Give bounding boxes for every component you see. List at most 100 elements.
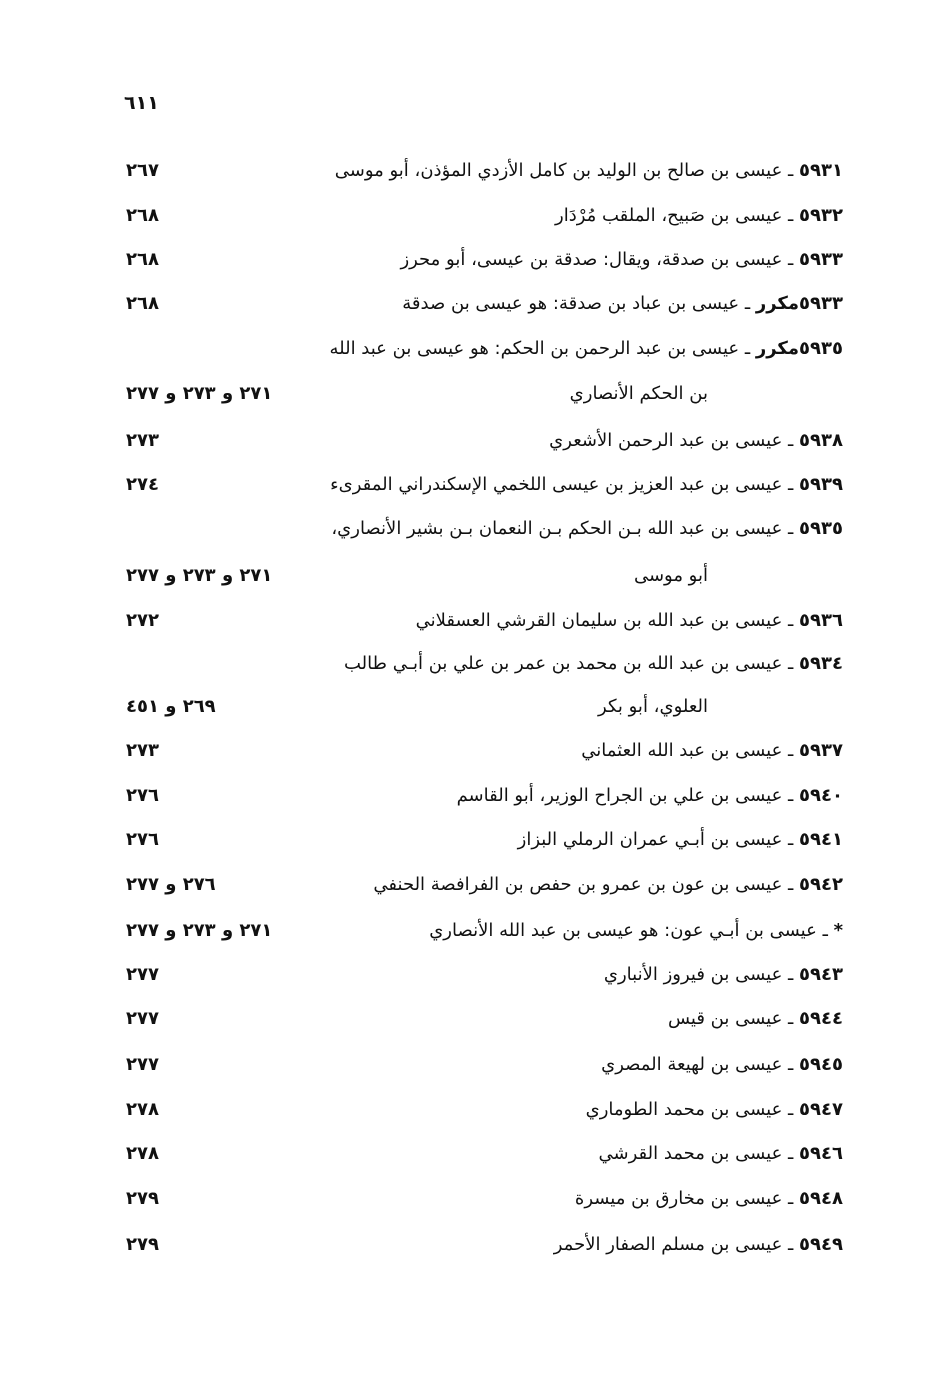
entry-text: ٥٩٤٨ ـ عيسى بن مخارق بن ميسرة xyxy=(575,1188,843,1209)
page-reference: ٢٦٨ xyxy=(126,205,159,226)
entry-name: ـ عيسى بن عبد الله بن سليمان القرشي العس… xyxy=(415,610,800,631)
entry-number: ٥٩٣٦ xyxy=(799,610,843,631)
entry-text: ٥٩٣٢ ـ عيسى بن صَبيح، الملقب مُرْدَار xyxy=(555,205,843,226)
entry-name: ـ عيسى بن صَبيح، الملقب مُرْدَار xyxy=(555,205,800,226)
page-reference: ٢٧٩ xyxy=(126,1234,159,1255)
entry-text: ٥٩٣١ ـ عيسى بن صالح بن الوليد بن كامل ال… xyxy=(335,160,843,181)
page-reference: ٢٧٧ xyxy=(126,964,159,985)
page-reference: ٢٧٨ xyxy=(126,1099,159,1120)
entry-name: ـ عيسى بن أبـي عمران الرملي البزاز xyxy=(517,829,800,850)
entry-number: ٥٩٤٢ xyxy=(799,874,843,895)
entry-number: ٥٩٤١ xyxy=(799,829,843,850)
page-reference: ٢٧١ و ٢٧٣ و ٢٧٧ xyxy=(126,920,273,941)
entry-text: ٥٩٤٥ ـ عيسى بن لهيعة المصري xyxy=(601,1054,843,1075)
page-reference: ٢٧٨ xyxy=(126,1143,159,1164)
page-reference: ٢٧٣ xyxy=(126,740,159,761)
entry-text: ٥٩٣٨ ـ عيسى بن عبد الرحمن الأشعري xyxy=(549,430,843,451)
entry-text: ٥٩٤٧ ـ عيسى بن محمد الطوماري xyxy=(586,1099,843,1120)
entry-name: ـ عيسى بن محمد القرشي xyxy=(598,1143,800,1164)
entry-number: ٥٩٤٣ xyxy=(799,964,843,985)
entry-number: ٥٩٣٤ xyxy=(799,653,843,674)
entry-text: ٥٩٣٥ ـ عيسى بن عبد الله بـن الحكم بـن ال… xyxy=(331,518,843,539)
entry-number: ٥٩٣١ xyxy=(799,160,843,181)
entry-name: ـ عيسى بن أبـي عون: هو عيسى بن عبد الله … xyxy=(429,920,834,941)
entry-number: ٥٩٤٨ xyxy=(799,1188,843,1209)
index-entry: ٥٩٤٨ ـ عيسى بن مخارق بن ميسرة ٢٧٩ xyxy=(0,1188,933,1218)
entry-name: ـ عيسى بن عون بن عمرو بن حفص بن الفرافصة… xyxy=(373,874,800,895)
entry-name: ـ عيسى بن قيس xyxy=(667,1008,800,1029)
page-reference: ٢٧٦ xyxy=(126,829,159,850)
index-entry: ٥٩٤٦ ـ عيسى بن محمد القرشي ٢٧٨ xyxy=(0,1143,933,1173)
entry-name: ـ عيسى بن عبد الرحمن الأشعري xyxy=(549,430,800,451)
entry-name: ـ عيسى بن عبد الله بن محمد بن عمر بن علي… xyxy=(344,653,800,674)
index-entry: ٥٩٤٧ ـ عيسى بن محمد الطوماري ٢٧٨ xyxy=(0,1099,933,1129)
index-entry: ٥٩٣٩ ـ عيسى بن عبد العزيز بن عيسى اللخمي… xyxy=(0,474,933,504)
index-entry: ٥٩٤٩ ـ عيسى بن مسلم الصفار الأحمر ٢٧٩ xyxy=(0,1234,933,1264)
entry-number: * xyxy=(833,920,843,941)
index-entry: ٥٩٣٣ ـ عيسى بن صدقة، ويقال: صدقة بن عيسى… xyxy=(0,249,933,279)
entry-name: ـ عيسى بن صدقة، ويقال: صدقة بن عيسى، أبو… xyxy=(400,249,800,270)
entry-number: ٥٩٣٨ xyxy=(799,430,843,451)
entry-number: ٥٩٤٧ xyxy=(799,1099,843,1120)
entry-name: ـ عيسى بن مخارق بن ميسرة xyxy=(574,1188,800,1209)
index-entry: ٥٩٤٠ ـ عيسى بن علي بن الجراح الوزير، أبو… xyxy=(0,785,933,815)
entry-text: * ـ عيسى بن أبـي عون: هو عيسى بن عبد الل… xyxy=(429,920,843,941)
page-number: ٦١١ xyxy=(124,92,159,114)
entry-number: ٥٩٤٩ xyxy=(799,1234,843,1255)
index-entry: ٥٩٣٦ ـ عيسى بن عبد الله بن سليمان القرشي… xyxy=(0,610,933,640)
entry-number: ٥٩٣٧ xyxy=(799,740,843,761)
entry-text: أبو موسى xyxy=(634,565,708,586)
entry-name: ـ عيسى بن مسلم الصفار الأحمر xyxy=(553,1234,800,1255)
index-entry: بن الحكم الأنصاري ٢٧١ و ٢٧٣ و ٢٧٧ xyxy=(0,383,933,413)
entry-text: ٥٩٤٣ ـ عيسى بن فيروز الأنباري xyxy=(604,964,843,985)
entry-name: ـ عيسى بن عباد بن صدقة: هو عيسى بن صدقة xyxy=(402,293,756,314)
entry-name: ـ عيسى بن صالح بن الوليد بن كامل الأزدي … xyxy=(334,160,800,181)
entry-number: ٥٩٣٩ xyxy=(799,474,843,495)
page-reference: ٢٧٤ xyxy=(126,474,159,495)
entry-number: ٥٩٤٤ xyxy=(799,1008,843,1029)
entry-number: ٥٩٤٦ xyxy=(799,1143,843,1164)
entry-name: ـ عيسى بن عبد الله بـن الحكم بـن النعمان… xyxy=(331,518,800,539)
entry-name: أبو موسى xyxy=(633,565,708,586)
page-reference: ٢٧٦ xyxy=(126,785,159,806)
entry-text: بن الحكم الأنصاري xyxy=(570,383,708,404)
index-entry: ٥٩٣٥مكرر ـ عيسى بن عبد الرحمن بن الحكم: … xyxy=(0,338,933,368)
entry-text: ٥٩٣٩ ـ عيسى بن عبد العزيز بن عيسى اللخمي… xyxy=(330,474,843,495)
page-reference: ٢٦٨ xyxy=(126,293,159,314)
index-entry: ٥٩٤٣ ـ عيسى بن فيروز الأنباري ٢٧٧ xyxy=(0,964,933,994)
page-reference: ٢٦٨ xyxy=(126,249,159,270)
index-entry: ٥٩٣٧ ـ عيسى بن عبد الله العثماني ٢٧٣ xyxy=(0,740,933,770)
entry-text: ٥٩٣٤ ـ عيسى بن عبد الله بن محمد بن عمر ب… xyxy=(344,653,843,674)
entry-text: ٥٩٤٦ ـ عيسى بن محمد القرشي xyxy=(598,1143,843,1164)
entry-number: ٥٩٣٣ xyxy=(799,249,843,270)
index-entry: ٥٩٣٤ ـ عيسى بن عبد الله بن محمد بن عمر ب… xyxy=(0,653,933,683)
index-entry: ٥٩٣٥ ـ عيسى بن عبد الله بـن الحكم بـن ال… xyxy=(0,518,933,548)
index-entry: ٥٩٣٢ ـ عيسى بن صَبيح، الملقب مُرْدَار ٢٦٨ xyxy=(0,205,933,235)
entry-name: العلوي، أبو بكر xyxy=(598,696,708,717)
index-entry: ٥٩٤٢ ـ عيسى بن عون بن عمرو بن حفص بن الف… xyxy=(0,874,933,904)
page-reference: ٢٧٦ و ٢٧٧ xyxy=(126,874,216,895)
entry-name: بن الحكم الأنصاري xyxy=(569,383,708,404)
entry-text: ٥٩٤١ ـ عيسى بن أبـي عمران الرملي البزاز xyxy=(518,829,843,850)
index-entry: ٥٩٤٥ ـ عيسى بن لهيعة المصري ٢٧٧ xyxy=(0,1054,933,1084)
entry-text: ٥٩٤٠ ـ عيسى بن علي بن الجراح الوزير، أبو… xyxy=(457,785,843,806)
page-reference: ٢٧١ و ٢٧٣ و ٢٧٧ xyxy=(126,383,273,404)
entry-text: ٥٩٣٦ ـ عيسى بن عبد الله بن سليمان القرشي… xyxy=(416,610,843,631)
entry-text: ٥٩٤٤ ـ عيسى بن قيس xyxy=(668,1008,843,1029)
entry-name: ـ عيسى بن علي بن الجراح الوزير، أبو القا… xyxy=(456,785,800,806)
index-entry: ٥٩٣٨ ـ عيسى بن عبد الرحمن الأشعري ٢٧٣ xyxy=(0,430,933,460)
entry-text: ٥٩٣٥مكرر ـ عيسى بن عبد الرحمن بن الحكم: … xyxy=(329,338,843,359)
entry-name: ـ عيسى بن محمد الطوماري xyxy=(585,1099,800,1120)
entry-name: ـ عيسى بن عبد العزيز بن عيسى اللخمي الإس… xyxy=(330,474,800,495)
entry-text: ٥٩٣٧ ـ عيسى بن عبد الله العثماني xyxy=(581,740,843,761)
page-reference: ٢٦٩ و ٤٥١ xyxy=(126,696,216,717)
entry-name: ـ عيسى بن فيروز الأنباري xyxy=(603,964,800,985)
entry-text: ٥٩٣٣مكرر ـ عيسى بن عباد بن صدقة: هو عيسى… xyxy=(402,293,843,314)
entry-name: ـ عيسى بن لهيعة المصري xyxy=(601,1054,800,1075)
page-reference: ٢٧٩ xyxy=(126,1188,159,1209)
entry-text: ٥٩٤٢ ـ عيسى بن عون بن عمرو بن حفص بن الف… xyxy=(373,874,843,895)
index-entry: العلوي، أبو بكر ٢٦٩ و ٤٥١ xyxy=(0,696,933,726)
page-reference: ٢٧٧ xyxy=(126,1054,159,1075)
page-reference: ٢٧١ و ٢٧٣ و ٢٧٧ xyxy=(126,565,273,586)
entry-number: ٥٩٣٣مكرر xyxy=(755,293,843,314)
